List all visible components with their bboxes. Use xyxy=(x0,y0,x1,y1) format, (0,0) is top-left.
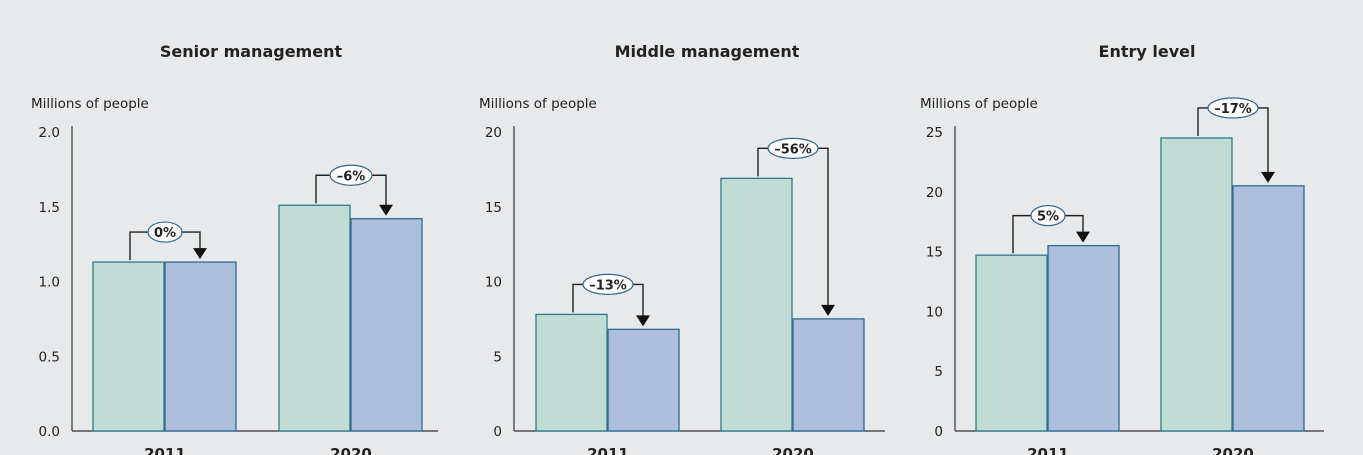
chart-entry-level: Entry level Millions of people 051015202… xyxy=(920,42,1324,455)
change-label: –6% xyxy=(337,169,366,184)
x-tick-label: 2020 xyxy=(772,445,814,455)
y-tick-label: 0 xyxy=(934,424,943,440)
chart-title: Middle management xyxy=(615,42,800,61)
x-tick-label: 2020 xyxy=(1212,445,1254,455)
x-tick-label: 2020 xyxy=(330,445,372,455)
bar-2011-a xyxy=(535,313,608,432)
bar-2020-a xyxy=(278,204,351,432)
change-badge xyxy=(147,221,183,243)
y-axis-label: Millions of people xyxy=(31,96,149,112)
bar-2020-b xyxy=(792,318,865,432)
y-tick-label: 0.0 xyxy=(39,424,60,440)
chart-senior-management: Senior management Millions of people 0.0… xyxy=(31,42,438,455)
arrow-head-icon xyxy=(1076,231,1090,243)
y-tick-label: 15 xyxy=(485,200,502,216)
y-axis-label: Millions of people xyxy=(479,96,597,112)
x-tick-label: 2011 xyxy=(144,445,186,455)
chart-title: Senior management xyxy=(160,42,343,61)
change-label: –56% xyxy=(774,142,812,157)
arrow-head-icon xyxy=(821,304,835,316)
arrow-head-icon xyxy=(1261,171,1275,183)
bar-2011-b xyxy=(164,261,237,432)
y-tick-label: 15 xyxy=(926,245,943,261)
arrow-head-icon xyxy=(636,315,650,327)
bar-2011-a xyxy=(92,261,165,432)
change-label: –17% xyxy=(1214,102,1252,117)
y-tick-label: 20 xyxy=(485,125,502,141)
change-label: –13% xyxy=(589,278,627,293)
change-badge xyxy=(329,164,373,186)
y-axis-label: Millions of people xyxy=(920,96,1038,112)
change-badge xyxy=(1030,205,1066,227)
change-badge xyxy=(1207,97,1259,119)
y-tick-label: 2.0 xyxy=(39,125,60,141)
bar-2011-a xyxy=(975,254,1048,432)
bar-2011-b xyxy=(607,328,680,432)
y-tick-label: 20 xyxy=(926,185,943,201)
y-tick-label: 1.0 xyxy=(39,275,60,291)
change-label: 5% xyxy=(1037,210,1059,225)
x-tick-label: 2011 xyxy=(587,445,629,455)
bar-2020-a xyxy=(1160,137,1233,432)
chart-middle-management: Middle management Millions of people 0 5 1… xyxy=(479,42,885,455)
y-tick-label: 10 xyxy=(485,275,502,291)
chart-title: Entry level xyxy=(1099,42,1196,61)
y-tick-label: 5 xyxy=(934,364,943,380)
x-tick-label: 2011 xyxy=(1027,445,1069,455)
change-badge xyxy=(582,273,634,295)
y-tick-label: 10 xyxy=(926,304,943,320)
arrow-head-icon xyxy=(379,204,393,216)
y-tick-label: 25 xyxy=(926,125,943,141)
y-tick-label: 1.5 xyxy=(39,200,60,216)
y-tick-label: 0.5 xyxy=(39,349,60,365)
bar-2011-b xyxy=(1047,244,1120,432)
change-badge xyxy=(767,137,819,159)
arrow-head-icon xyxy=(193,248,207,260)
bar-2020-b xyxy=(350,218,423,432)
bar-2020-b xyxy=(1232,185,1305,432)
change-label: 0% xyxy=(154,226,176,241)
bar-2020-a xyxy=(720,177,793,432)
y-tick-label: 0 xyxy=(493,424,502,440)
y-tick-label: 5 xyxy=(493,349,502,365)
